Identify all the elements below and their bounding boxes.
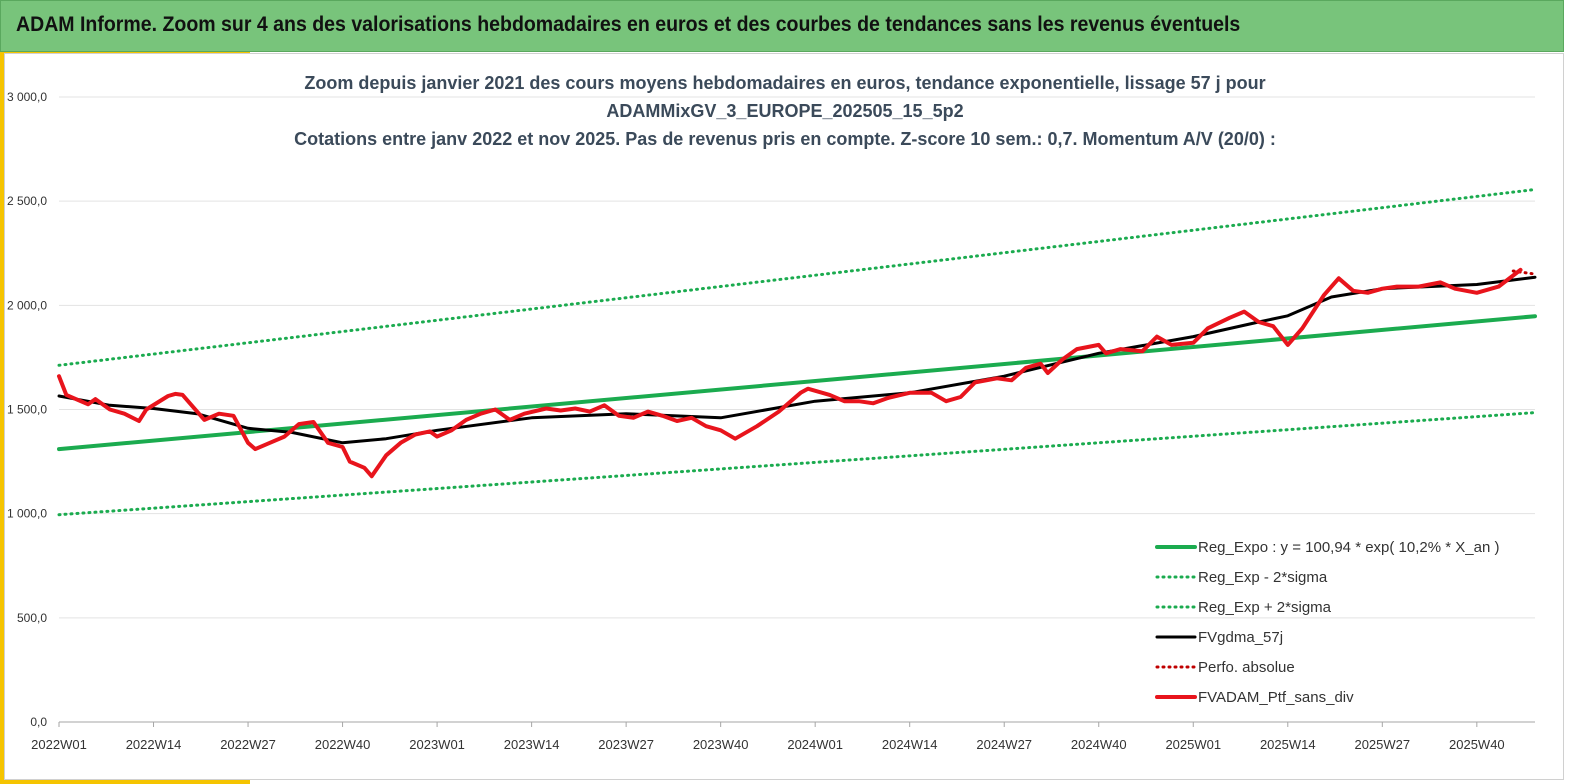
series-line-0 <box>57 314 1537 452</box>
chart-title-line: ADAMMixGV_3_EUROPE_202505_15_5p2 <box>606 101 963 121</box>
x-tick-label: 2022W27 <box>220 737 276 752</box>
x-tick-label: 2022W40 <box>315 737 371 752</box>
x-tick-label: 2025W27 <box>1354 737 1410 752</box>
x-tick-label: 2024W01 <box>787 737 843 752</box>
y-tick-label: 2 500,0 <box>7 194 47 208</box>
series-line-2 <box>57 188 1537 367</box>
y-tick-label: 3 000,0 <box>7 90 47 104</box>
series-line-5 <box>57 267 1523 479</box>
chart-frame: Zoom depuis janvier 2021 des cours moyen… <box>4 53 1564 780</box>
legend-label: FVADAM_Ptf_sans_div <box>1198 689 1354 706</box>
x-tick-label: 2024W27 <box>976 737 1032 752</box>
x-tick-label: 2025W01 <box>1165 737 1221 752</box>
y-tick-label: 1 000,0 <box>7 507 47 521</box>
series-line-1 <box>57 411 1537 517</box>
legend: Reg_Expo : y = 100,94 * exp( 10,2% * X_a… <box>1155 539 1499 706</box>
x-tick-label: 2025W40 <box>1449 737 1505 752</box>
chart: Zoom depuis janvier 2021 des cours moyen… <box>7 73 1537 752</box>
x-tick-label: 2022W01 <box>31 737 87 752</box>
chart-title-line: Zoom depuis janvier 2021 des cours moyen… <box>304 73 1265 93</box>
chart-title-line: Cotations entre janv 2022 et nov 2025. P… <box>294 129 1276 149</box>
y-tick-label: 500,0 <box>17 611 47 625</box>
header-bar: ADAM Informe. Zoom sur 4 ans des valoris… <box>0 0 1564 52</box>
legend-label: Reg_Exp - 2*sigma <box>1198 569 1328 586</box>
legend-label: Reg_Exp + 2*sigma <box>1198 599 1332 616</box>
y-tick-label: 2 000,0 <box>7 298 47 312</box>
accent-bar-bottom <box>5 779 250 784</box>
x-tick-label: 2025W14 <box>1260 737 1316 752</box>
chart-title: Zoom depuis janvier 2021 des cours moyen… <box>294 73 1276 149</box>
y-tick-label: 0,0 <box>30 715 47 729</box>
series-line-4 <box>1511 269 1537 276</box>
legend-label: Perfo. absolue <box>1198 659 1295 676</box>
header-title: ADAM Informe. Zoom sur 4 ans des valoris… <box>16 13 1241 36</box>
y-tick-label: 1 500,0 <box>7 403 47 417</box>
x-tick-label: 2022W14 <box>126 737 182 752</box>
x-tick-label: 2024W40 <box>1071 737 1127 752</box>
series-line-3 <box>57 275 1537 445</box>
x-tick-label: 2023W27 <box>598 737 654 752</box>
legend-label: FVgdma_57j <box>1198 629 1283 646</box>
x-tick-label: 2023W40 <box>693 737 749 752</box>
x-tick-label: 2023W01 <box>409 737 465 752</box>
legend-label: Reg_Expo : y = 100,94 * exp( 10,2% * X_a… <box>1198 539 1499 556</box>
x-tick-label: 2024W14 <box>882 737 938 752</box>
accent-bar-left <box>0 52 5 784</box>
x-tick-label: 2023W14 <box>504 737 560 752</box>
